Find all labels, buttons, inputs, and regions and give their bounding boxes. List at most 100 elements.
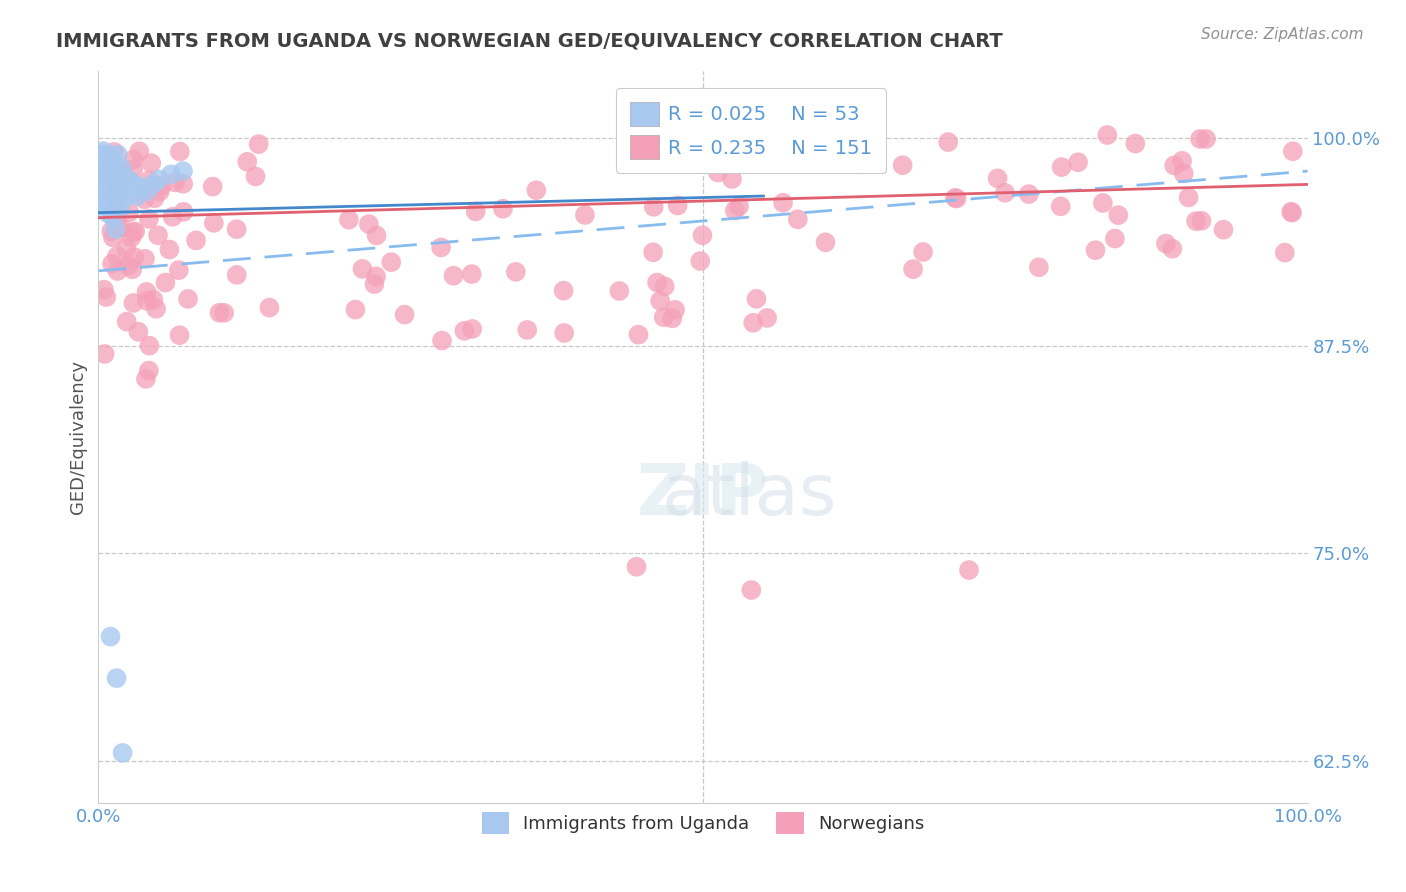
Point: [936, 135, 959, 149]
Point: [103, 189, 125, 203]
Point: [93, 283, 115, 297]
Point: [100, 152, 122, 166]
Point: [1282, 145, 1305, 159]
Point: [91, 184, 114, 198]
Point: [124, 224, 146, 238]
Point: [453, 324, 475, 338]
Point: [100, 172, 122, 186]
Point: [664, 302, 686, 317]
Point: [118, 205, 141, 219]
Point: [814, 235, 837, 250]
Point: [135, 372, 157, 386]
Point: [105, 671, 128, 685]
Point: [89, 147, 111, 161]
Point: [728, 199, 751, 213]
Point: [142, 293, 165, 307]
Point: [96, 168, 118, 182]
Point: [160, 168, 183, 182]
Point: [117, 189, 139, 203]
Point: [135, 285, 157, 299]
Point: [101, 230, 124, 244]
Point: [650, 293, 672, 308]
Point: [128, 145, 150, 159]
Point: [127, 325, 149, 339]
Point: [167, 263, 190, 277]
Point: [120, 230, 142, 244]
Point: [118, 172, 141, 186]
Point: [122, 250, 145, 264]
Point: [94, 197, 117, 211]
Point: [157, 243, 180, 257]
Point: [94, 156, 117, 170]
Point: [1173, 166, 1195, 180]
Point: [202, 216, 225, 230]
Point: [225, 268, 247, 282]
Point: [110, 161, 132, 175]
Point: [101, 211, 124, 225]
Point: [1123, 136, 1146, 151]
Point: [994, 186, 1017, 200]
Point: [786, 212, 808, 227]
Point: [105, 180, 128, 194]
Point: [212, 306, 235, 320]
Point: [1195, 132, 1218, 146]
Point: [1084, 243, 1107, 257]
Point: [352, 261, 374, 276]
Point: [1050, 160, 1073, 174]
Point: [394, 308, 416, 322]
Point: [105, 216, 128, 230]
Point: [912, 245, 935, 260]
Point: [165, 175, 187, 189]
Point: [104, 195, 127, 210]
Point: [1281, 205, 1303, 219]
Point: [121, 262, 143, 277]
Point: [337, 212, 360, 227]
Point: [108, 180, 131, 194]
Point: [155, 276, 177, 290]
Point: [772, 195, 794, 210]
Point: [115, 242, 138, 256]
Point: [172, 164, 194, 178]
Point: [107, 147, 129, 161]
Point: [111, 168, 134, 182]
Point: [524, 183, 547, 197]
Point: [100, 630, 122, 644]
Point: [101, 164, 124, 178]
Point: [891, 158, 914, 172]
Point: [122, 162, 145, 177]
Point: [122, 153, 145, 167]
Point: [143, 191, 166, 205]
Point: [1154, 236, 1177, 251]
Text: atlas: atlas: [569, 461, 837, 530]
Point: [1097, 128, 1119, 142]
Point: [96, 205, 118, 219]
Point: [89, 172, 111, 186]
Point: [574, 208, 596, 222]
Point: [740, 582, 762, 597]
Point: [1191, 214, 1213, 228]
Point: [626, 559, 648, 574]
Point: [120, 184, 142, 198]
Point: [745, 292, 768, 306]
Point: [259, 301, 281, 315]
Point: [1104, 231, 1126, 245]
Point: [344, 302, 367, 317]
Point: [724, 203, 747, 218]
Text: Source: ZipAtlas.com: Source: ZipAtlas.com: [1201, 27, 1364, 42]
Point: [654, 279, 676, 293]
Point: [208, 306, 231, 320]
Point: [138, 173, 160, 187]
Point: [1028, 260, 1050, 275]
Point: [107, 172, 129, 186]
Point: [138, 363, 160, 377]
Point: [380, 255, 402, 269]
Point: [652, 310, 675, 325]
Point: [464, 204, 486, 219]
Point: [689, 254, 711, 268]
Point: [707, 165, 730, 179]
Point: [1212, 222, 1234, 236]
Point: [91, 164, 114, 178]
Point: [100, 201, 122, 215]
Point: [96, 290, 118, 304]
Point: [110, 220, 132, 235]
